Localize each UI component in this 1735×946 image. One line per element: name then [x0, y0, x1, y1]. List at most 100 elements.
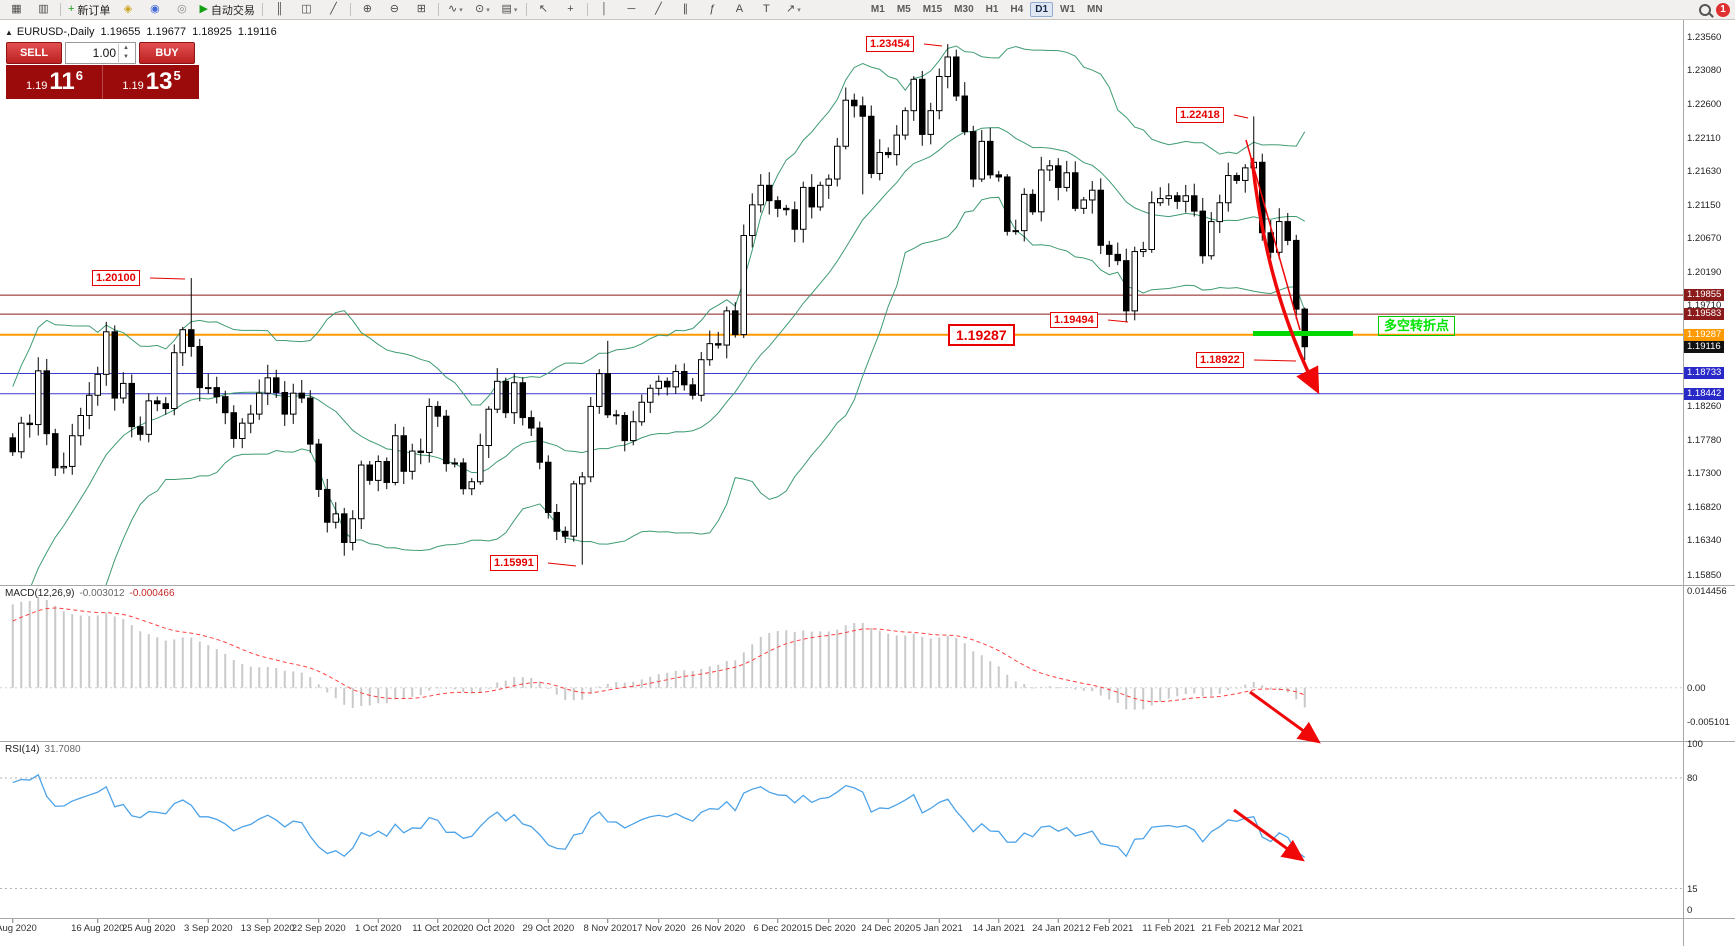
- price-annotation[interactable]: 1.15991: [490, 555, 538, 571]
- crosshair-icon[interactable]: +: [567, 3, 574, 15]
- new-chart-icon[interactable]: ▦: [11, 3, 22, 15]
- macd-down-arrow[interactable]: [1249, 690, 1321, 744]
- periods-icon[interactable]: ⊙ ▾: [475, 3, 490, 15]
- price-annotation[interactable]: 1.19287: [948, 324, 1015, 346]
- toolbar-separator: [349, 3, 351, 16]
- zoom-in-icon[interactable]: ⊕: [362, 3, 373, 15]
- price-axis-label: 1.21630: [1687, 166, 1722, 178]
- price-axis-marker: 1.19287: [1684, 328, 1725, 341]
- fibonacci-icon[interactable]: ƒ: [709, 3, 716, 15]
- line-chart-icon[interactable]: ╱: [330, 3, 337, 15]
- price-annotation[interactable]: 1.23454: [866, 36, 914, 52]
- arrows-tool-icon[interactable]: ↗ ▾: [786, 3, 801, 15]
- search-icon[interactable]: [1699, 3, 1711, 16]
- buy-price[interactable]: 1.19 13 5: [102, 65, 199, 99]
- macd-indicator-name: MACD(12,26,9): [5, 588, 75, 599]
- price-annotation[interactable]: 1.19494: [1050, 312, 1098, 328]
- text-icon[interactable]: A: [735, 3, 744, 15]
- ohlc-low: 1.18925: [192, 26, 232, 38]
- price-axis-label: 1.16340: [1687, 535, 1722, 547]
- macd-pane[interactable]: [0, 597, 1683, 710]
- rsi-axis-label: 80: [1687, 773, 1698, 784]
- templates-icon[interactable]: ▤ ▾: [501, 3, 518, 15]
- price-annotation[interactable]: 1.20100: [92, 270, 140, 286]
- cursor-icon[interactable]: ↖: [538, 3, 549, 15]
- price-annotation[interactable]: 1.18922: [1196, 352, 1244, 368]
- bollinger-middle-band[interactable]: [13, 127, 1305, 625]
- annotation-callout: [1107, 319, 1129, 323]
- buy-button[interactable]: BUY: [139, 42, 195, 64]
- lot-decrease-button[interactable]: ▼: [123, 54, 129, 60]
- time-axis-label: 16 Aug 2020: [71, 923, 125, 934]
- time-axis-label: 29 Oct 2020: [522, 923, 575, 934]
- lot-size-input[interactable]: [66, 46, 118, 60]
- bid-ask-display[interactable]: 1.19 11 6 1.19 13 5: [6, 65, 199, 99]
- price-annotation[interactable]: 1.22418: [1176, 107, 1224, 123]
- time-axis-label: 22 Sep 2020: [291, 923, 346, 934]
- ohlc-high: 1.19677: [146, 26, 187, 38]
- symbol-period-label: EURUSD-,Daily: [16, 26, 95, 38]
- zoom-out-icon[interactable]: ⊖: [389, 3, 400, 15]
- time-axis-label: 11 Feb 2021: [1142, 923, 1196, 934]
- new-order-button[interactable]: + 新订单: [68, 3, 111, 17]
- bollinger-lower-band[interactable]: [13, 196, 1306, 862]
- rsi-down-arrow[interactable]: [1233, 808, 1305, 862]
- trendline-icon[interactable]: ╱: [655, 3, 662, 15]
- rsi-pane[interactable]: [0, 773, 1683, 889]
- price-axis-marker: 1.19583: [1684, 308, 1725, 321]
- lot-increase-button[interactable]: ▲: [123, 45, 129, 51]
- channel-icon[interactable]: ∥: [682, 3, 689, 15]
- horizontal-levels[interactable]: [0, 294, 1683, 395]
- main-down-arrow[interactable]: [1250, 157, 1320, 395]
- time-axis-label: 24 Jan 2021: [1032, 923, 1085, 934]
- sell-price[interactable]: 1.19 11 6: [6, 65, 102, 99]
- tab-timeframe-m5[interactable]: M5: [896, 4, 911, 15]
- time-axis-label: 2 Feb 2021: [1085, 923, 1134, 934]
- time-axis-label: 5 Jan 2021: [915, 923, 963, 934]
- price-axis-label: 1.23560: [1687, 31, 1722, 43]
- price-pane[interactable]: [9, 44, 1353, 863]
- price-axis-marker: 1.18733: [1684, 367, 1725, 380]
- label-icon[interactable]: T: [763, 3, 770, 15]
- sell-button[interactable]: SELL: [6, 42, 62, 64]
- profiles-icon[interactable]: ▥: [38, 3, 49, 15]
- bars-chart-icon[interactable]: ║: [275, 3, 284, 15]
- price-axis-marker: 1.19855: [1684, 289, 1725, 302]
- tab-timeframe-d1[interactable]: D1: [1030, 2, 1054, 17]
- tab-timeframe-mn[interactable]: MN: [1087, 4, 1103, 15]
- tile-windows-icon[interactable]: ⊞: [416, 3, 427, 15]
- indicators-icon[interactable]: ∿ ▾: [448, 3, 463, 15]
- vertical-line-icon[interactable]: │: [600, 3, 608, 15]
- tab-timeframe-w1[interactable]: W1: [1060, 4, 1076, 15]
- tab-timeframe-h1[interactable]: H1: [985, 4, 999, 15]
- price-axis-label: 1.22600: [1687, 98, 1722, 110]
- bollinger-upper-band[interactable]: [12, 45, 1306, 406]
- green-highlight-bar[interactable]: [1253, 331, 1353, 336]
- candles-chart-icon[interactable]: ◫: [301, 3, 312, 15]
- rsi-axis-label: 100: [1687, 739, 1703, 750]
- rsi-line[interactable]: [12, 773, 1306, 858]
- community-icon[interactable]: ◎: [177, 3, 187, 15]
- time-axis-label: 26 Nov 2020: [691, 923, 746, 934]
- panel-collapse-icon[interactable]: ▲: [5, 28, 13, 37]
- buy-price-point: 5: [173, 67, 181, 83]
- tab-timeframe-m30[interactable]: M30: [954, 4, 974, 15]
- rsi-axis-label: 15: [1687, 883, 1698, 895]
- tab-timeframe-m1[interactable]: M1: [870, 4, 885, 15]
- horizontal-line-icon[interactable]: ─: [627, 3, 636, 15]
- price-axis-label: 1.18260: [1687, 401, 1722, 413]
- turning-point-label[interactable]: 多空转折点: [1378, 316, 1456, 336]
- history-center-icon[interactable]: ◈: [123, 3, 133, 15]
- time-axis-label: 25 Aug 2020: [122, 923, 176, 934]
- toolbar-separator: [261, 3, 263, 16]
- macd-signal-line[interactable]: [12, 607, 1305, 703]
- autotrading-button[interactable]: ▶ 自动交易: [199, 3, 255, 17]
- tab-timeframe-h4[interactable]: H4: [1010, 4, 1024, 15]
- notification-badge[interactable]: 1: [1716, 2, 1730, 17]
- accounts-icon[interactable]: ◉: [150, 3, 160, 15]
- ohlc-close: 1.19116: [237, 26, 277, 38]
- tab-timeframe-m15[interactable]: M15: [922, 4, 943, 15]
- annotation-callout: [547, 562, 577, 567]
